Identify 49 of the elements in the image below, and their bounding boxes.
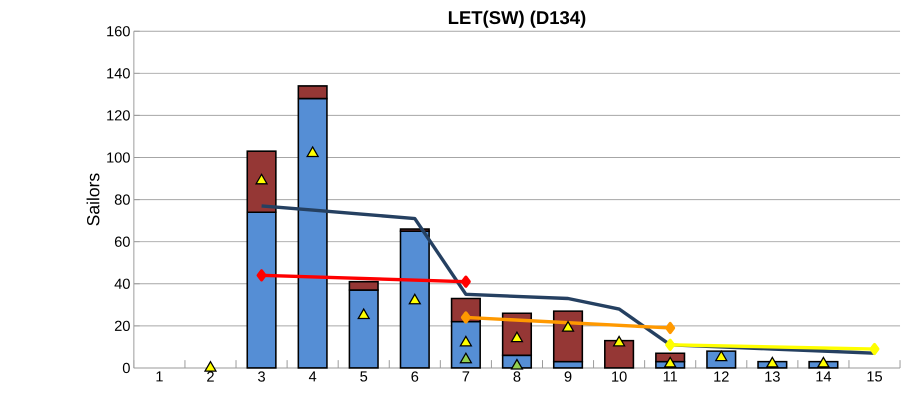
- point: [664, 356, 676, 368]
- point: [715, 350, 728, 362]
- point: [766, 356, 778, 368]
- x-tick-label: 11: [664, 371, 678, 382]
- point: [408, 294, 421, 304]
- point: [562, 321, 574, 332]
- point: [204, 361, 217, 372]
- x-tick-label: 14: [816, 371, 832, 382]
- x-tick-label: 8: [514, 371, 520, 382]
- point: [870, 342, 880, 356]
- point: [510, 332, 524, 342]
- point: [256, 269, 267, 282]
- y-tick-label: 40: [114, 278, 130, 289]
- x-tick-label: 7: [462, 371, 470, 382]
- bar: [400, 230, 430, 369]
- point: [306, 146, 319, 158]
- x-tick-label: 2: [207, 371, 214, 382]
- point: [460, 352, 472, 364]
- y-tick-label: 140: [107, 68, 130, 79]
- y-tick-label: 20: [114, 320, 130, 332]
- point: [460, 336, 472, 347]
- x-tick-label: 4: [308, 371, 316, 382]
- point: [460, 311, 471, 324]
- point: [665, 322, 676, 334]
- x-tick-label: 15: [868, 371, 882, 382]
- x-tick-label: 9: [564, 371, 572, 382]
- x-tick-label: 12: [714, 371, 729, 382]
- point: [460, 276, 471, 288]
- point: [817, 356, 830, 368]
- x-tick-label: 6: [411, 371, 418, 382]
- bar: [604, 340, 634, 369]
- point: [612, 336, 626, 347]
- y-tick-label: 100: [107, 152, 130, 163]
- chart-title: LET(SW) (D134): [448, 10, 586, 28]
- x-tick-label: 3: [258, 371, 265, 382]
- x-tick-label: 13: [765, 371, 780, 382]
- x-tick-label: 10: [612, 371, 627, 382]
- x-tick-label: 5: [360, 371, 368, 382]
- point: [665, 338, 676, 351]
- y-tick-label: 160: [107, 26, 130, 36]
- y-tick-label: 60: [114, 236, 130, 247]
- point: [255, 174, 268, 185]
- y-tick-label: 120: [107, 110, 130, 121]
- point: [510, 358, 524, 370]
- point: [358, 308, 370, 320]
- y-tick-label: 0: [122, 362, 130, 374]
- y-axis-title: Sailors: [86, 174, 100, 226]
- y-tick-label: 80: [114, 194, 130, 205]
- x-tick-label: 1: [156, 371, 163, 382]
